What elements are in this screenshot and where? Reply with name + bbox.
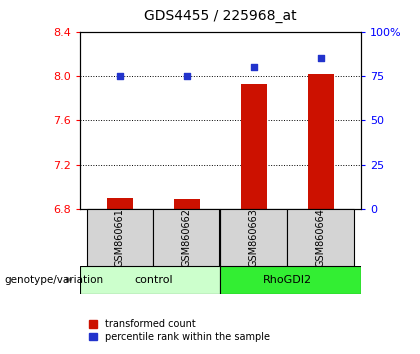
Bar <box>87 209 153 266</box>
Bar <box>107 198 134 209</box>
Text: GSM860664: GSM860664 <box>316 208 326 267</box>
Bar <box>241 84 268 209</box>
Bar <box>220 266 361 294</box>
Text: control: control <box>134 275 173 285</box>
Bar <box>288 209 354 266</box>
Text: GSM860661: GSM860661 <box>115 208 125 267</box>
Legend: transformed count, percentile rank within the sample: transformed count, percentile rank withi… <box>85 315 274 346</box>
Text: GSM860662: GSM860662 <box>182 208 192 267</box>
Point <box>184 73 190 79</box>
Bar <box>220 209 288 266</box>
Bar <box>80 266 220 294</box>
Bar <box>307 74 334 209</box>
Point <box>251 64 257 70</box>
Point <box>117 73 123 79</box>
Bar <box>153 209 220 266</box>
Text: GDS4455 / 225968_at: GDS4455 / 225968_at <box>144 9 297 23</box>
Point <box>318 56 324 61</box>
Text: genotype/variation: genotype/variation <box>4 275 103 285</box>
Text: GSM860663: GSM860663 <box>249 208 259 267</box>
Bar <box>173 199 200 209</box>
Text: RhoGDI2: RhoGDI2 <box>263 275 312 285</box>
